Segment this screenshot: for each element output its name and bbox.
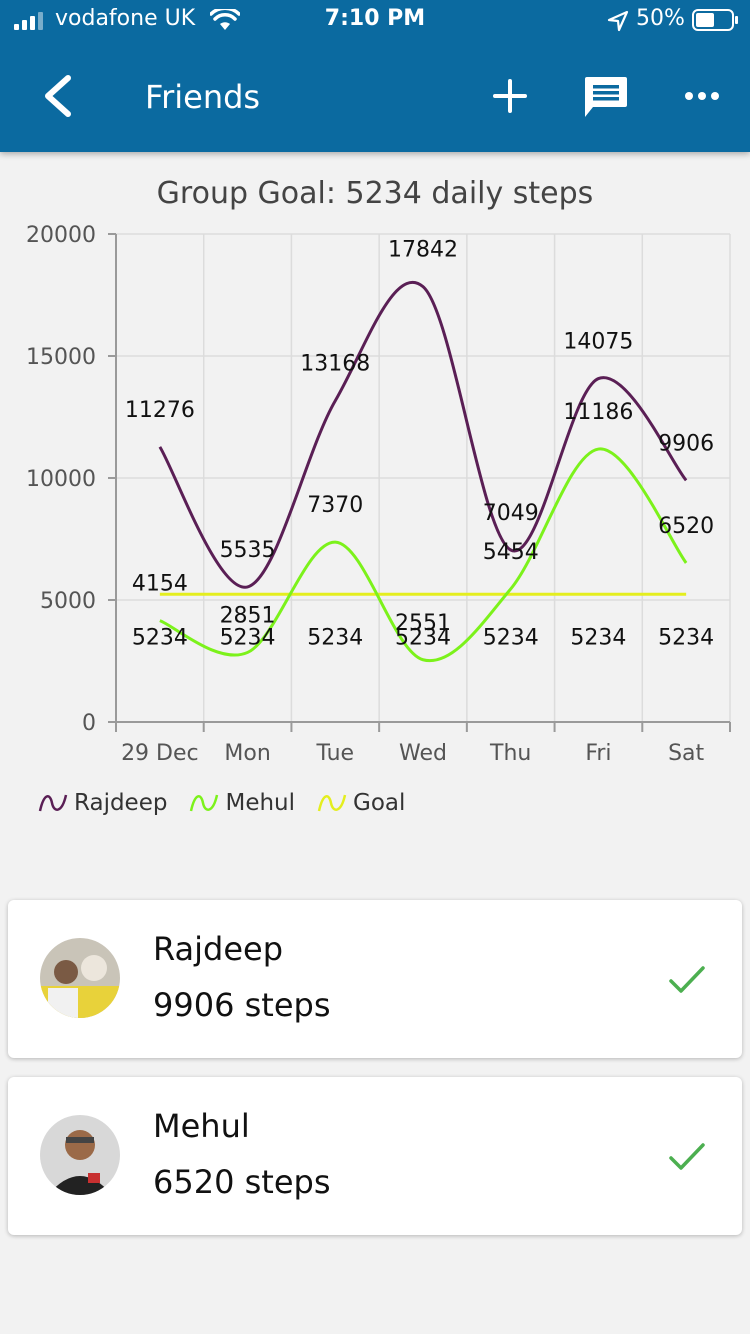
legend-line-icon [190, 794, 219, 812]
legend-item-mehul[interactable]: Mehul [189, 790, 295, 816]
plus-icon[interactable] [492, 78, 528, 114]
x-tick-label: Mon [224, 741, 270, 766]
data-label: 2551 [395, 611, 451, 636]
data-label: 5234 [658, 625, 714, 650]
legend-item-goal[interactable]: Goal [317, 790, 405, 816]
series-line-rajdeep [158, 281, 688, 589]
data-label: 5234 [570, 625, 626, 650]
chat-bubble-icon[interactable] [583, 75, 629, 119]
chart-plot: 0 5000 10000 15000 20000 29 Dec Mon Tue Wed Thu Fr… [26, 223, 731, 766]
data-label: 17842 [388, 238, 458, 263]
chart-legend: Rajdeep Mehul Goal [38, 790, 427, 816]
legend-line-icon [317, 794, 347, 812]
back-icon[interactable] [40, 74, 74, 118]
legend-item-rajdeep[interactable]: Rajdeep [38, 790, 167, 816]
battery-percent: 50% [636, 6, 685, 31]
data-label: 11276 [125, 398, 195, 423]
wifi-icon [210, 9, 240, 30]
data-label: 6520 [658, 514, 714, 539]
friend-name: Rajdeep [153, 930, 284, 968]
page-title: Friends [145, 78, 261, 116]
data-label: 7049 [483, 501, 539, 526]
x-tick-label: Sat [668, 741, 704, 766]
x-tick-label: Fri [585, 741, 611, 766]
data-label: 7370 [307, 493, 363, 518]
x-tick-label: Wed [399, 741, 447, 766]
data-label: 5234 [220, 625, 276, 650]
data-label: 5535 [220, 538, 276, 563]
avatar [40, 938, 120, 1018]
checkmark-icon [669, 966, 705, 993]
status-bar: vodafone UK 7:10 PM 50% [0, 0, 750, 40]
friend-steps: 6520 steps [153, 1163, 331, 1201]
data-label: 5454 [483, 540, 539, 565]
checkmark-icon [669, 1143, 705, 1170]
steps-chart: Group Goal: 5234 daily steps 0 5000 10000 1… [0, 152, 750, 842]
clock: 7:10 PM [324, 6, 426, 31]
data-label: 5234 [483, 625, 539, 650]
data-label: 5234 [307, 625, 363, 650]
cellular-signal-icon [14, 12, 43, 30]
location-arrow-icon [607, 10, 629, 32]
friend-name: Mehul [153, 1107, 250, 1145]
y-tick-label: 15000 [26, 345, 96, 370]
y-tick-label: 10000 [26, 467, 96, 492]
data-label: 2851 [220, 603, 276, 628]
data-label: 4154 [132, 572, 188, 597]
carrier-label: vodafone UK [55, 6, 196, 31]
data-label: 13168 [300, 352, 370, 377]
legend-label: Rajdeep [74, 790, 168, 816]
series-line-mehul [159, 447, 688, 663]
x-tick-label: Tue [315, 741, 354, 766]
data-label: 9906 [658, 431, 714, 456]
y-tick-label: 20000 [26, 223, 96, 248]
friend-card-mehul[interactable]: Mehul 6520 steps [8, 1077, 742, 1235]
battery-icon [692, 9, 738, 31]
friend-card-rajdeep[interactable]: Rajdeep 9906 steps [8, 900, 742, 1058]
legend-label: Goal [353, 790, 406, 816]
legend-line-icon [38, 794, 68, 812]
more-horizontal-icon[interactable] [684, 86, 720, 106]
x-tick-label: Thu [489, 741, 531, 766]
x-tick-label: 29 Dec [121, 741, 199, 766]
y-tick-label: 0 [82, 711, 96, 736]
data-label: 11186 [563, 400, 633, 425]
avatar [40, 1115, 120, 1195]
app-bar: vodafone UK 7:10 PM 50% Friends [0, 0, 750, 152]
legend-label: Mehul [225, 790, 296, 816]
friend-steps: 9906 steps [153, 986, 331, 1024]
chart-title: Group Goal: 5234 daily steps [156, 176, 594, 211]
y-tick-label: 5000 [40, 589, 96, 614]
data-label: 14075 [563, 330, 633, 355]
data-label: 5234 [132, 625, 188, 650]
data-label: 5234 [395, 625, 451, 650]
